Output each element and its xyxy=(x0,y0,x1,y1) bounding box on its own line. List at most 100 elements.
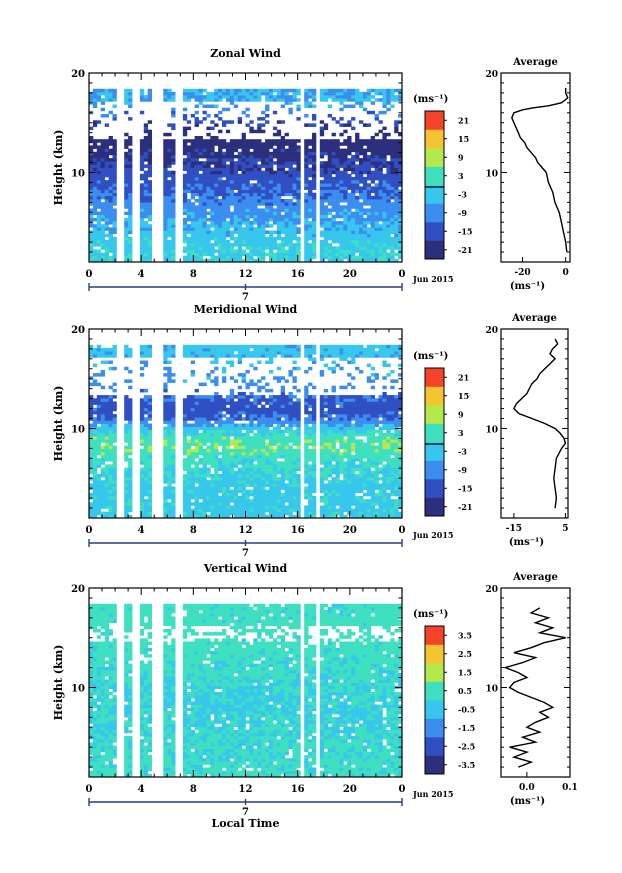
colorbar-tick-label: 21 xyxy=(458,115,469,125)
average-frame xyxy=(500,328,569,519)
average-frame xyxy=(500,587,571,778)
y-axis-label: Height (km) xyxy=(52,645,65,721)
colorbar-swatch xyxy=(425,166,444,186)
x-tick-label: 0 xyxy=(399,784,406,795)
x-tick-label: 12 xyxy=(239,269,253,280)
colorbar: 3.5 2.5 1.5 0.5 -0.5 -1.5 -2.5 -3.5 (ms⁻¹) xyxy=(413,609,475,775)
x-tick-label: 0 xyxy=(399,525,406,536)
colorbar-swatch xyxy=(425,203,444,223)
date-day-label: 7 xyxy=(242,548,249,559)
heatmap xyxy=(89,344,403,519)
colorbar-swatch xyxy=(425,386,444,406)
colorbar-tick-label: -0.5 xyxy=(458,704,475,714)
y-axis-label: Height (km) xyxy=(52,130,65,206)
date-day-label: 7 xyxy=(242,807,249,818)
x-axis-label: Local Time xyxy=(212,817,280,830)
colorbar-tick-label: 0.5 xyxy=(458,686,472,696)
average-title: Average xyxy=(512,572,558,583)
colorbar-tick-label: 9 xyxy=(458,409,464,419)
heatmap xyxy=(89,603,403,778)
x-tick-label: 16 xyxy=(291,784,305,795)
colorbar-tick-label: -21 xyxy=(458,502,472,512)
colorbar-tick-label: -15 xyxy=(458,226,472,236)
average-x-tick-label: -20 xyxy=(514,268,530,278)
x-tick-label: 4 xyxy=(138,784,145,795)
colorbar-swatch xyxy=(425,405,444,424)
x-tick-label: 20 xyxy=(343,269,357,280)
colorbar-tick-label: -3.5 xyxy=(458,760,475,770)
x-tick-label: 0 xyxy=(399,269,406,280)
average-x-tick-label: 5 xyxy=(562,524,568,534)
average-x-tick-label: 0.0 xyxy=(519,783,535,793)
average-profile: Average 20 10 -20 0 (ms⁻¹) xyxy=(485,57,571,292)
colorbar-swatch xyxy=(425,460,444,480)
average-line xyxy=(503,607,566,768)
average-x-label: (ms⁻¹) xyxy=(509,537,544,548)
colorbar-tick-label: -3 xyxy=(458,446,467,456)
colorbar-frame xyxy=(424,110,445,260)
date-month-label: Jun 2015 xyxy=(412,789,453,799)
colorbar-swatch xyxy=(425,700,444,719)
y-tick-label: 10 xyxy=(71,683,85,694)
chart-title: Vertical Wind xyxy=(203,562,288,575)
y-axis-label: Height (km) xyxy=(52,386,65,462)
colorbar-unit: (ms⁻¹) xyxy=(413,351,448,362)
x-tick-label: 8 xyxy=(190,784,197,795)
colorbar-swatch xyxy=(425,479,444,498)
x-tick-label: 20 xyxy=(343,525,357,536)
y-tick-label: 20 xyxy=(71,584,85,595)
colorbar-swatch xyxy=(425,755,444,775)
colorbar-frame xyxy=(424,625,445,775)
colorbar-tick-label: 1.5 xyxy=(458,667,472,677)
heatmap xyxy=(89,88,403,263)
colorbar-tick-label: -15 xyxy=(458,483,472,493)
colorbar-swatch xyxy=(425,644,444,664)
chart-title: Zonal Wind xyxy=(210,47,281,60)
colorbar: 21 15 9 3 -3 -9 -15 -21 (ms⁻¹) xyxy=(413,351,472,517)
date-month-label: Jun 2015 xyxy=(412,530,453,540)
average-line xyxy=(513,338,567,509)
average-line xyxy=(511,87,569,253)
colorbar-swatch xyxy=(425,663,444,682)
average-title: Average xyxy=(512,57,558,68)
colorbar-swatch xyxy=(425,442,444,461)
colorbar-tick-label: 3 xyxy=(458,428,464,438)
colorbar-tick-label: 3.5 xyxy=(458,630,472,640)
ticks xyxy=(88,587,403,777)
x-tick-label: 8 xyxy=(190,525,197,536)
y-tick-label: 20 xyxy=(71,69,85,80)
date-month-label: Jun 2015 xyxy=(412,274,453,284)
colorbar-swatch xyxy=(425,681,444,701)
colorbar-unit: (ms⁻¹) xyxy=(413,94,448,105)
colorbar-swatch xyxy=(425,626,444,645)
average-profile: Average 20 10 0.0 0.1 (ms⁻¹) xyxy=(485,572,577,807)
average-y-tick-label: 10 xyxy=(485,169,498,179)
colorbar-tick-label: -9 xyxy=(458,465,467,475)
average-x-label: (ms⁻¹) xyxy=(510,796,545,807)
x-tick-label: 4 xyxy=(138,269,145,280)
ticks xyxy=(88,328,403,518)
x-tick-label: 8 xyxy=(190,269,197,280)
colorbar-tick-label: -2.5 xyxy=(458,741,475,751)
average-x-tick-label: 0.1 xyxy=(562,783,578,793)
x-tick-label: 20 xyxy=(343,784,357,795)
colorbar-tick-label: 21 xyxy=(458,372,469,382)
x-tick-label: 16 xyxy=(291,269,305,280)
x-tick-label: 12 xyxy=(239,525,253,536)
colorbar-swatch xyxy=(425,185,444,204)
colorbar-swatch xyxy=(425,737,444,756)
x-tick-label: 0 xyxy=(86,784,93,795)
y-tick-label: 10 xyxy=(71,424,85,435)
average-x-tick-label: -15 xyxy=(506,524,522,534)
colorbar-swatch xyxy=(425,423,444,443)
chart-title: Meridional Wind xyxy=(194,303,298,316)
colorbar-swatch xyxy=(425,718,444,738)
panel-2: Meridional Wind 0 4 8 12 16 20 0 20 10 Height (km)… xyxy=(52,303,569,559)
average-y-tick-label: 20 xyxy=(485,70,498,80)
colorbar-unit: (ms⁻¹) xyxy=(413,609,448,620)
average-x-tick-label: 0 xyxy=(563,268,569,278)
colorbar-tick-label: 2.5 xyxy=(458,649,472,659)
ticks xyxy=(88,72,403,262)
y-tick-label: 10 xyxy=(71,168,85,179)
colorbar-swatch xyxy=(425,111,444,130)
